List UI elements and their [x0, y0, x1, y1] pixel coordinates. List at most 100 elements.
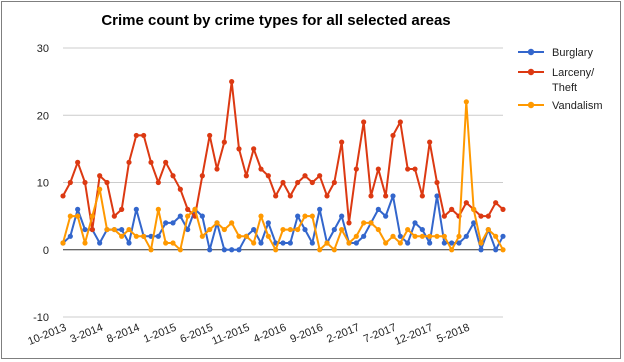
data-point[interactable] — [133, 206, 139, 212]
data-point[interactable] — [221, 226, 227, 233]
data-point[interactable] — [111, 226, 117, 233]
data-point[interactable] — [265, 173, 271, 179]
data-point[interactable] — [163, 220, 169, 226]
data-point[interactable] — [251, 146, 257, 152]
data-point[interactable] — [353, 166, 359, 172]
data-point[interactable] — [478, 247, 484, 253]
data-point[interactable] — [471, 220, 477, 226]
data-point[interactable] — [265, 220, 271, 226]
data-point[interactable] — [177, 213, 183, 219]
data-point[interactable] — [390, 233, 396, 239]
data-point[interactable] — [185, 226, 191, 233]
data-point[interactable] — [302, 213, 308, 219]
data-point[interactable] — [148, 159, 154, 165]
data-point[interactable] — [119, 226, 125, 233]
data-point[interactable] — [478, 240, 484, 246]
data-point[interactable] — [229, 79, 235, 85]
data-point[interactable] — [412, 166, 418, 172]
data-point[interactable] — [221, 139, 227, 145]
data-point[interactable] — [60, 193, 66, 199]
data-point[interactable] — [463, 200, 469, 206]
data-point[interactable] — [368, 193, 374, 199]
legend-item[interactable]: Burglary — [518, 47, 593, 59]
data-point[interactable] — [119, 233, 125, 239]
data-point[interactable] — [449, 240, 455, 246]
data-point[interactable] — [449, 247, 455, 253]
data-point[interactable] — [163, 240, 169, 246]
data-point[interactable] — [280, 240, 286, 246]
data-point[interactable] — [280, 226, 286, 233]
data-point[interactable] — [97, 240, 103, 246]
data-point[interactable] — [419, 226, 425, 233]
data-point[interactable] — [251, 240, 257, 246]
data-point[interactable] — [265, 233, 271, 239]
data-point[interactable] — [324, 240, 330, 246]
data-point[interactable] — [383, 213, 389, 219]
data-point[interactable] — [353, 240, 359, 246]
data-point[interactable] — [185, 206, 191, 212]
data-point[interactable] — [287, 226, 293, 233]
data-point[interactable] — [97, 186, 103, 192]
data-point[interactable] — [111, 213, 117, 219]
data-point[interactable] — [427, 240, 433, 246]
data-point[interactable] — [309, 240, 315, 246]
data-point[interactable] — [170, 220, 176, 226]
data-point[interactable] — [427, 233, 433, 239]
data-point[interactable] — [199, 173, 205, 179]
data-point[interactable] — [331, 179, 337, 186]
data-point[interactable] — [405, 226, 411, 233]
data-point[interactable] — [339, 226, 345, 233]
data-point[interactable] — [243, 173, 249, 179]
data-point[interactable] — [295, 213, 301, 219]
data-point[interactable] — [214, 166, 220, 172]
data-point[interactable] — [273, 193, 279, 199]
data-point[interactable] — [412, 220, 418, 226]
data-point[interactable] — [75, 159, 81, 165]
data-point[interactable] — [485, 213, 491, 219]
data-point[interactable] — [493, 200, 499, 206]
data-point[interactable] — [339, 213, 345, 219]
data-point[interactable] — [485, 226, 491, 233]
data-point[interactable] — [236, 146, 242, 152]
data-point[interactable] — [397, 233, 403, 239]
data-point[interactable] — [456, 240, 462, 246]
data-point[interactable] — [287, 240, 293, 246]
data-point[interactable] — [141, 233, 147, 239]
data-point[interactable] — [229, 220, 235, 226]
data-point[interactable] — [309, 213, 315, 219]
data-point[interactable] — [141, 132, 147, 139]
data-point[interactable] — [89, 213, 95, 219]
data-point[interactable] — [390, 132, 396, 139]
data-point[interactable] — [317, 206, 323, 212]
data-point[interactable] — [97, 173, 103, 179]
data-point[interactable] — [434, 193, 440, 199]
data-point[interactable] — [155, 206, 161, 212]
data-point[interactable] — [339, 139, 345, 145]
data-point[interactable] — [133, 233, 139, 239]
data-point[interactable] — [397, 119, 403, 125]
data-point[interactable] — [331, 247, 337, 253]
data-point[interactable] — [309, 179, 315, 186]
data-point[interactable] — [75, 206, 81, 212]
data-point[interactable] — [177, 247, 183, 253]
data-point[interactable] — [375, 226, 381, 233]
data-point[interactable] — [258, 166, 264, 172]
data-point[interactable] — [375, 206, 381, 212]
data-point[interactable] — [441, 213, 447, 219]
data-point[interactable] — [361, 119, 367, 125]
data-point[interactable] — [199, 213, 205, 219]
data-point[interactable] — [412, 233, 418, 239]
data-point[interactable] — [170, 240, 176, 246]
data-point[interactable] — [207, 132, 213, 139]
data-point[interactable] — [273, 247, 279, 253]
legend-item[interactable]: Larceny/Theft — [518, 67, 595, 94]
data-point[interactable] — [397, 240, 403, 246]
data-point[interactable] — [295, 179, 301, 186]
data-point[interactable] — [493, 233, 499, 239]
data-point[interactable] — [126, 226, 132, 233]
data-point[interactable] — [170, 173, 176, 179]
data-point[interactable] — [82, 240, 88, 246]
data-point[interactable] — [287, 193, 293, 199]
data-point[interactable] — [434, 179, 440, 186]
data-point[interactable] — [119, 206, 125, 212]
